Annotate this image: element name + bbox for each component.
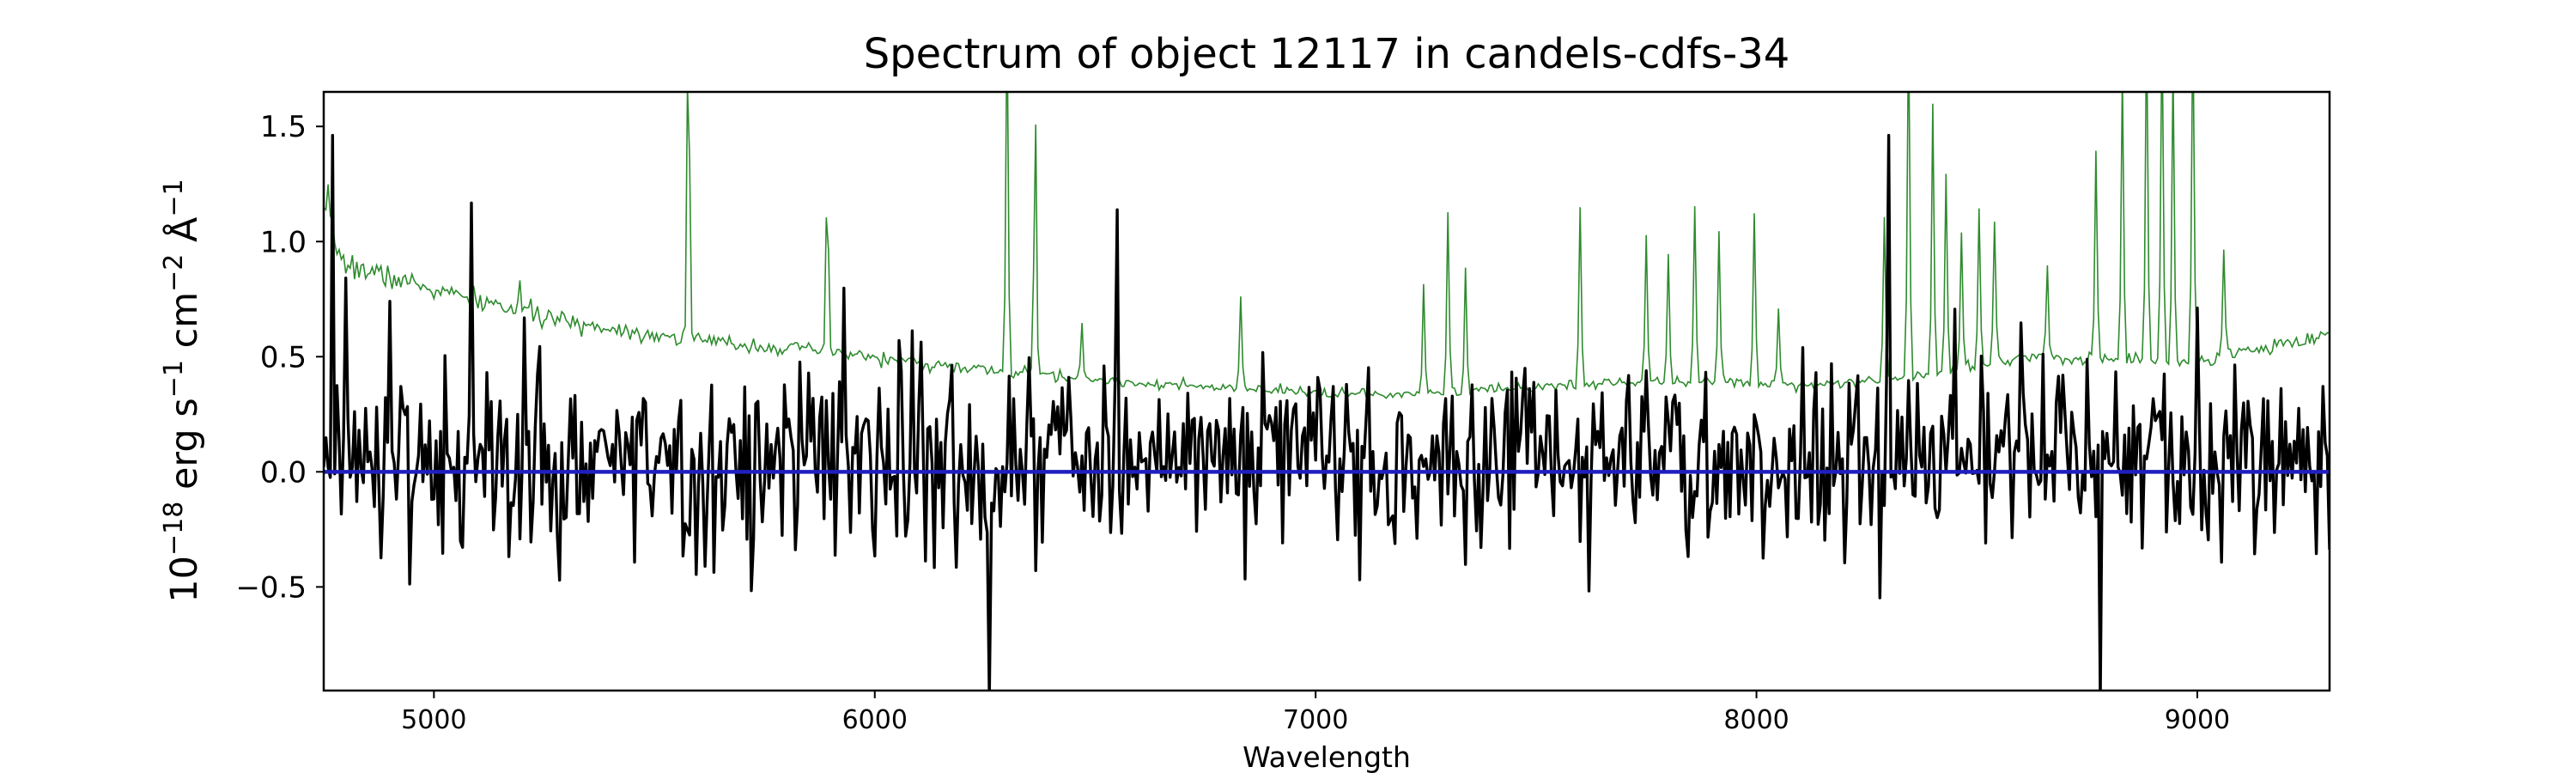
plot-lines: [324, 92, 2330, 691]
y-axis-ticks: −0.5 0.0 0.5 1.0 1.5: [235, 110, 324, 605]
x-tick-label: 6000: [842, 705, 908, 735]
chart-title: Spectrum of object 12117 in candels-cdfs…: [864, 30, 1790, 78]
y-tick-label: 1.5: [260, 110, 307, 144]
x-tick-label: 9000: [2165, 705, 2230, 735]
x-tick-label: 8000: [1723, 705, 1789, 735]
plot-area-background: [324, 92, 2330, 691]
y-tick-label: 0.5: [260, 340, 307, 374]
x-axis-ticks: 5000 6000 7000 8000 9000: [401, 691, 2230, 735]
y-tick-label: −0.5: [235, 570, 307, 605]
y-tick-label: 1.0: [260, 225, 307, 259]
error-spectrum-line: [324, 92, 2330, 399]
x-tick-label: 5000: [401, 705, 466, 735]
flux-spectrum-line: [324, 133, 2330, 691]
y-axis-label: 10−18 erg s−1 cm−2 Å−1: [159, 179, 207, 602]
y-tick-label: 0.0: [260, 455, 307, 490]
x-tick-label: 7000: [1283, 705, 1348, 735]
plot-frame: [322, 90, 2331, 692]
x-axis-label: Wavelength: [1242, 740, 1411, 773]
